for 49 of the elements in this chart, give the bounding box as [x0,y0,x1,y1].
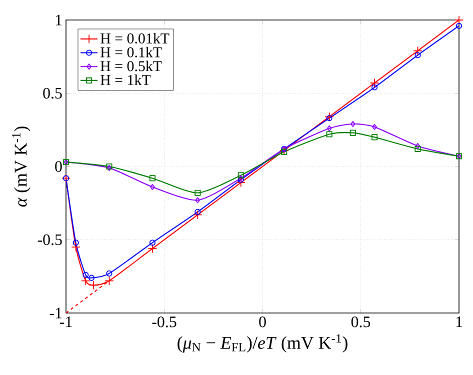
legend-label: H = 0.1kT [100,46,162,58]
point [193,210,202,220]
point [371,134,378,140]
point [350,120,356,128]
point [236,178,246,188]
point [150,184,155,190]
point [413,46,422,56]
y-tick-label: -1 [50,308,62,318]
legend-label: H = 0.5kT [100,60,162,72]
point [82,272,89,278]
x-tick-label: 1 [456,316,462,328]
point [414,146,421,152]
point [326,131,332,138]
y-tick-label: -0.5 [38,234,62,246]
point [370,78,380,88]
point [88,280,98,290]
y-tick-label: 0 [55,161,62,172]
legend-label: H = 0.01kT [100,32,170,44]
y-axis-title: α (mV K$^{-1}$) [12,126,30,207]
point [149,240,156,246]
point [326,115,332,122]
point [281,148,288,155]
point [454,15,464,25]
text: (μ$_{N}$ − E$_{FL}$)/eT (mV K$^{-1}$) [178,334,348,353]
point [81,276,90,286]
point [106,270,112,276]
x-tick-label: 0.5 [351,316,370,328]
point [72,240,79,246]
point [324,112,334,122]
y-tick-label: 1 [56,14,62,26]
point [104,276,114,286]
point [372,124,377,130]
point [194,190,201,196]
point [71,242,80,252]
point [238,172,244,178]
point [88,274,95,281]
point [195,197,200,204]
x-tick-label: 0 [259,316,266,328]
legend-label: H = 1kT [100,74,151,85]
y-tick-label: 0.5 [43,88,62,99]
point [148,244,158,254]
point [326,125,332,132]
point [194,208,201,215]
point [350,130,356,136]
point [414,52,421,58]
point [415,142,420,150]
point [149,175,156,182]
point [371,84,378,90]
x-tick-label: -0.5 [152,316,176,328]
